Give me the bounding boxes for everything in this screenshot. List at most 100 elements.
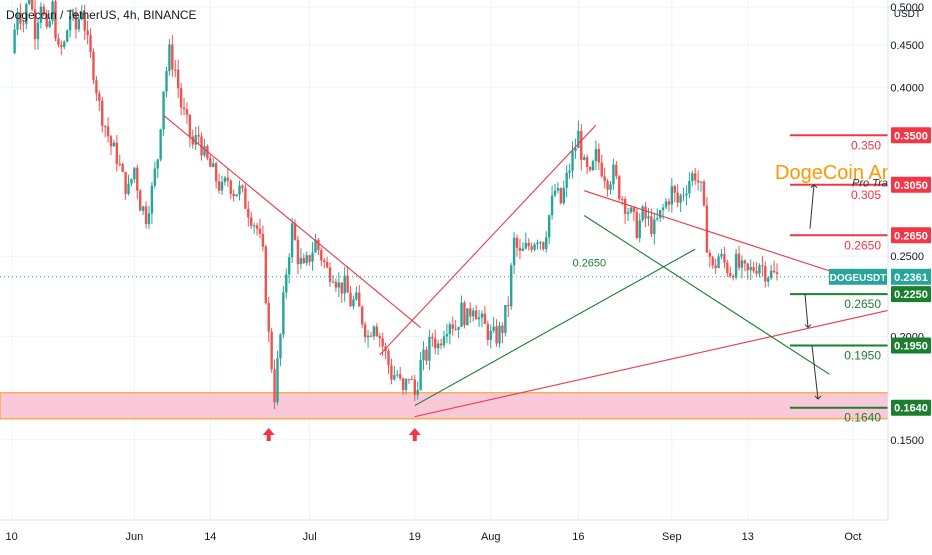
up-arrow-marker-icon <box>262 428 275 442</box>
candle-body <box>685 193 688 196</box>
candle-body <box>124 171 127 194</box>
candle-body <box>54 1 57 39</box>
candle-body <box>451 324 454 329</box>
candle-body <box>676 192 679 203</box>
candle-body <box>118 163 121 165</box>
candle-body <box>489 330 492 341</box>
candle-body <box>623 198 627 214</box>
candle-body <box>179 88 183 108</box>
candle-body <box>644 206 647 219</box>
candle-body <box>171 44 174 70</box>
level-tag-0.3500 <box>891 127 931 144</box>
candle-body <box>419 360 422 390</box>
candle-body <box>340 282 343 294</box>
candle-body <box>337 282 341 288</box>
level-note-0.2650: 0.2650 <box>844 238 881 252</box>
candle-body <box>176 69 180 89</box>
candle-body <box>428 336 431 361</box>
candle-body <box>101 100 104 127</box>
candle-body <box>431 336 434 339</box>
trendline-6 <box>414 248 696 407</box>
candle-body <box>539 242 542 244</box>
candle-body <box>223 177 227 183</box>
candle-body <box>308 255 311 262</box>
candle-body <box>501 325 504 333</box>
candle-body <box>311 252 314 262</box>
candle-body <box>445 334 449 337</box>
candle-body <box>682 195 685 197</box>
candle-body <box>209 158 212 167</box>
candle-body <box>398 374 402 379</box>
trendline-4 <box>584 190 830 272</box>
candle-body <box>212 163 215 167</box>
candle-body <box>448 324 452 335</box>
trendline-1 <box>163 114 421 328</box>
candle-body <box>182 107 186 110</box>
candle-body <box>349 292 352 307</box>
candle-body <box>711 256 714 266</box>
candle-body <box>229 180 232 194</box>
candle-body <box>615 164 618 177</box>
price-tick-label: 0.5000 <box>890 2 924 14</box>
candle-body <box>673 186 676 193</box>
candle-body <box>407 378 411 380</box>
candle-body <box>653 219 656 235</box>
candle-body <box>743 260 747 264</box>
candle-body <box>387 351 390 366</box>
candle-body <box>194 135 197 145</box>
candle-body <box>80 12 83 20</box>
candle-body <box>498 325 501 344</box>
candle-body <box>130 179 133 184</box>
candle-body <box>217 181 221 191</box>
time-tick-label: 13 <box>742 531 754 543</box>
candle-body <box>282 292 285 335</box>
candle-body <box>139 190 142 211</box>
time-tick-label: 19 <box>409 531 421 543</box>
candle-body <box>45 14 48 27</box>
candle-body <box>439 343 443 346</box>
candle-body <box>609 184 612 190</box>
candle-body <box>664 201 668 208</box>
candle-body <box>492 326 495 331</box>
candle-body <box>775 272 779 275</box>
candle-body <box>48 20 51 27</box>
candle-body <box>57 38 60 45</box>
candle-body <box>565 172 568 188</box>
candle-body <box>60 44 63 47</box>
candle-body <box>226 177 230 181</box>
candle-body <box>168 44 171 72</box>
candle-body <box>734 253 738 278</box>
candle-body <box>393 375 396 380</box>
candle-body <box>232 193 235 197</box>
candle-body <box>346 275 349 293</box>
candle-body <box>694 173 697 181</box>
candle-body <box>188 114 192 137</box>
level-tag-0.2250 <box>891 286 931 303</box>
candle-body <box>235 194 238 197</box>
candle-body <box>635 211 638 238</box>
candle-body <box>317 239 320 250</box>
level-tag-0.3050 <box>891 176 931 193</box>
candle-body <box>363 324 367 338</box>
candle-body <box>159 129 162 160</box>
level-tag-0.2650 <box>891 227 931 244</box>
price-tick-label: 0.2500 <box>890 251 924 263</box>
candle-body <box>331 281 335 283</box>
candle-body <box>585 157 589 168</box>
candle-body <box>279 334 282 359</box>
time-tick-label: 10 <box>6 531 18 543</box>
candle-body <box>542 242 545 250</box>
candle-body <box>25 3 28 24</box>
candle-body <box>106 126 110 137</box>
candle-body <box>696 180 700 183</box>
candle-body <box>361 306 364 325</box>
candle-body <box>220 182 224 191</box>
candle-body <box>162 91 165 130</box>
candle-body <box>74 12 78 30</box>
candle-body <box>141 206 145 211</box>
candle-body <box>658 210 662 219</box>
candle-body <box>71 12 75 17</box>
annotation-subtitle: Pro Trad <box>852 178 895 190</box>
